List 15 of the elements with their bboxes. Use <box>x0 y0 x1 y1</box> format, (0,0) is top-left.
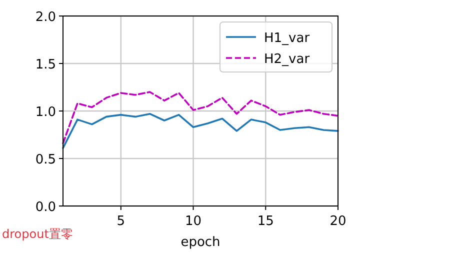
text: dropout置零 <box>2 227 73 241</box>
y-tick-label: 1.0 <box>35 105 56 120</box>
y-tick-label: 1.5 <box>35 58 56 72</box>
legend-label: H2_var <box>264 52 310 67</box>
x-tick-label: 5 <box>116 214 126 229</box>
x-tick-label: 20 <box>330 214 346 229</box>
y-tick-label: 2.0 <box>35 10 56 25</box>
x-tick-label: 15 <box>257 214 274 229</box>
y-tick-label: 0.5 <box>35 152 56 168</box>
y-tick-label: 0.0 <box>35 200 56 215</box>
legend-label: H1_var <box>264 31 310 46</box>
line-series <box>62 112 339 149</box>
line-series <box>62 91 339 144</box>
x-tick-label: 10 <box>184 214 202 229</box>
x-axis-title: epoch <box>180 235 220 250</box>
